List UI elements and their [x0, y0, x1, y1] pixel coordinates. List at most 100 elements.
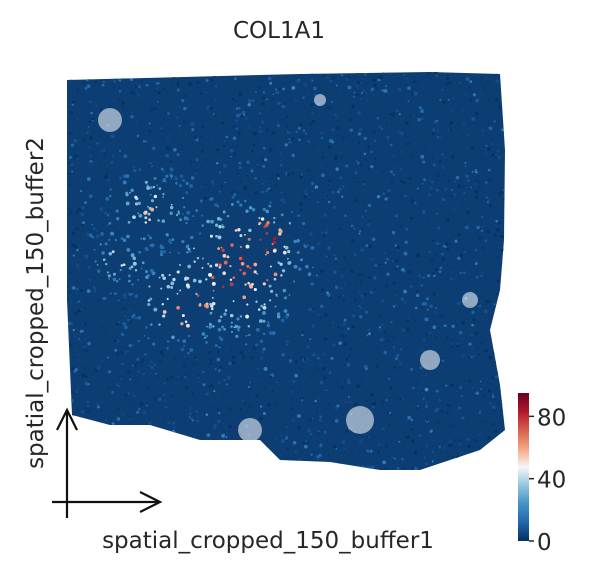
spot [84, 338, 87, 341]
spot [80, 308, 84, 311]
spot [196, 419, 199, 423]
spot [197, 374, 201, 377]
spot [230, 325, 233, 328]
spot [246, 303, 249, 306]
spot [244, 199, 247, 202]
spot [190, 122, 194, 126]
spot [481, 247, 484, 250]
spot [368, 220, 371, 223]
spot [374, 150, 377, 153]
spot [75, 210, 79, 214]
spot [426, 274, 431, 278]
spot [331, 190, 335, 194]
spot [130, 115, 134, 119]
spot [340, 334, 345, 339]
spot [85, 375, 88, 379]
spot [253, 262, 258, 267]
spot [297, 126, 301, 130]
spot [88, 100, 92, 104]
spot [86, 409, 90, 413]
spot [446, 76, 450, 81]
spot [318, 363, 322, 367]
spot [431, 450, 434, 454]
spot [232, 300, 235, 303]
spot [350, 347, 353, 350]
spot [227, 406, 232, 411]
spot [311, 266, 314, 269]
spot [108, 104, 113, 109]
spot [154, 89, 158, 93]
spot [91, 117, 95, 121]
spot [206, 433, 211, 437]
spot [89, 136, 93, 140]
spot [261, 102, 265, 106]
spot [381, 299, 385, 303]
spot [435, 330, 440, 335]
spot [162, 178, 166, 182]
spot [363, 365, 368, 369]
spot [249, 381, 251, 384]
spot [327, 246, 331, 250]
spot [424, 387, 429, 392]
spot [341, 195, 344, 198]
spot [366, 92, 369, 95]
spot [137, 94, 141, 98]
spot [216, 162, 219, 165]
spot [496, 89, 499, 92]
spot [96, 365, 101, 369]
spot [434, 310, 437, 314]
spot [422, 276, 425, 279]
spot [266, 221, 270, 225]
spot [137, 316, 141, 320]
spot [365, 399, 368, 403]
spot [249, 285, 253, 289]
spot [317, 397, 321, 400]
spot [230, 146, 233, 149]
spot [421, 124, 425, 128]
spot [73, 244, 78, 249]
spot [191, 413, 195, 416]
spot [459, 255, 463, 259]
spot [190, 235, 194, 240]
spot [233, 100, 237, 103]
spot [317, 430, 320, 433]
spot [293, 280, 295, 283]
spot [128, 293, 132, 296]
spot [368, 244, 372, 249]
spot [244, 402, 247, 406]
spot [433, 252, 438, 257]
spot [114, 349, 117, 352]
spot [451, 189, 454, 191]
spot [134, 269, 138, 272]
spot [153, 176, 157, 180]
spot [295, 130, 298, 133]
spot [91, 197, 95, 201]
spot [284, 296, 287, 300]
spot [76, 300, 80, 304]
spot [317, 313, 320, 316]
spot [373, 276, 377, 280]
spot [131, 292, 134, 295]
spot [313, 410, 317, 414]
spot [283, 201, 286, 204]
spot [497, 105, 502, 110]
spot [332, 205, 337, 210]
spot [381, 89, 385, 92]
tissue-gap [420, 350, 440, 370]
spot [492, 422, 495, 425]
spot [285, 115, 289, 119]
spot [88, 233, 93, 238]
spot [147, 418, 151, 422]
spot [475, 391, 479, 395]
spot [130, 78, 133, 81]
spot [332, 270, 337, 275]
spot [209, 264, 213, 268]
spot [357, 132, 362, 136]
spot [244, 343, 248, 346]
spot [73, 335, 77, 339]
spot [135, 148, 138, 151]
spot [168, 274, 171, 276]
spot [208, 273, 212, 277]
spot [187, 247, 191, 251]
